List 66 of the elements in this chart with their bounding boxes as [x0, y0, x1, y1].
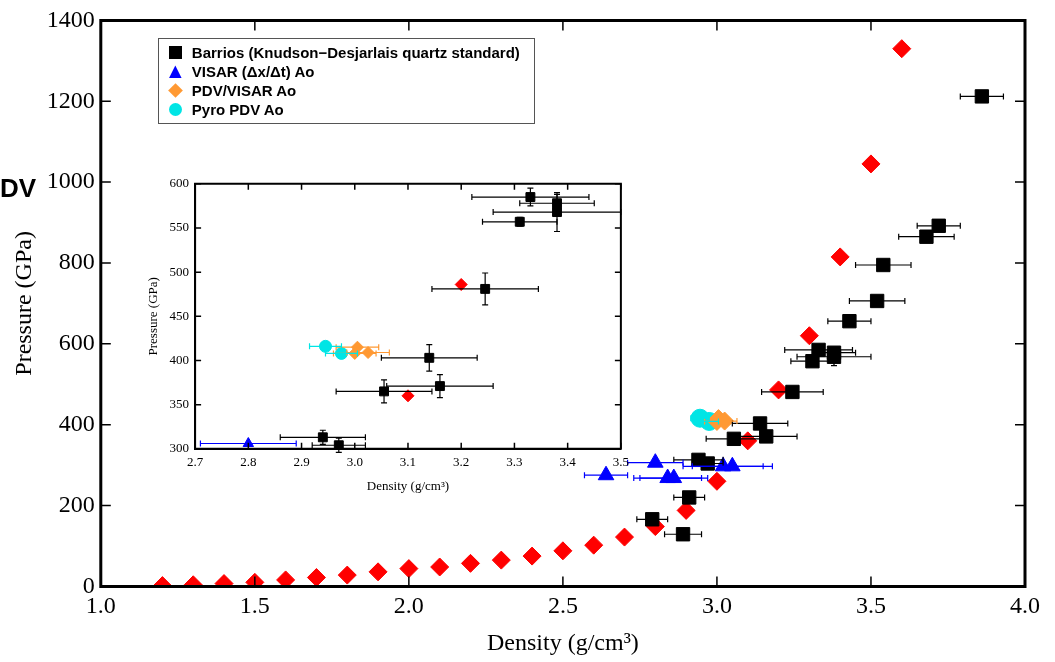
legend-label: Pyro PDV Ao — [191, 101, 284, 119]
x-axis-title: Density (g/cm³) — [366, 477, 450, 493]
point — [861, 154, 881, 174]
y-tick-label: 600 — [169, 175, 190, 191]
y-axis-title: Pressure (GPa) — [145, 277, 161, 356]
legend-label: VISAR (Δx/Δt) Ao — [191, 63, 315, 81]
point — [682, 490, 697, 505]
x-tick-label: 3.5 — [612, 454, 629, 470]
point — [615, 527, 635, 547]
x-tick-label: 2.7 — [186, 454, 204, 470]
x-tick-label: 3.3 — [506, 454, 523, 470]
y-tick-label: 350 — [169, 396, 190, 412]
point — [491, 550, 511, 570]
x-tick-label: 2.8 — [240, 454, 257, 470]
y-tick-label: 550 — [169, 219, 190, 235]
point — [368, 562, 388, 582]
point — [830, 247, 850, 267]
x-tick-label: 2.5 — [547, 592, 578, 619]
x-tick-label: 3.4 — [559, 454, 577, 470]
y-tick-label: 500 — [169, 263, 190, 279]
x-tick-label: 2.9 — [293, 454, 310, 470]
x-tick-label: 4.0 — [1010, 592, 1040, 619]
point — [401, 389, 415, 403]
point — [919, 229, 934, 244]
x-tick-label: 3.0 — [701, 592, 732, 619]
point — [842, 314, 857, 329]
point — [522, 546, 542, 566]
y-tick-label: 200 — [58, 490, 95, 517]
legend-label: PDV/VISAR Ao — [191, 82, 297, 100]
point — [430, 557, 450, 577]
point — [931, 218, 946, 233]
text: DV — [0, 173, 37, 204]
point — [752, 416, 768, 431]
point — [460, 553, 480, 573]
point — [584, 535, 604, 555]
y-tick-label: 1200 — [46, 86, 95, 113]
point — [799, 326, 819, 346]
x-tick-label: 3.5 — [855, 592, 886, 619]
point — [318, 339, 332, 353]
x-axis-title: Density (g/cm³) — [486, 628, 639, 655]
point — [306, 568, 326, 587]
x-tick-label: 3.0 — [346, 454, 363, 470]
y-tick-label: 450 — [169, 307, 190, 323]
y-tick-label: 300 — [169, 440, 190, 456]
point — [675, 527, 691, 542]
x-tick-label: 2.0 — [393, 592, 424, 619]
y-tick-label: 800 — [58, 248, 95, 275]
legend-label: Barrios (Knudson−Desjarlais quartz standard) — [191, 44, 520, 62]
point — [399, 559, 419, 579]
y-axis-title: Pressure (GPa) — [9, 231, 36, 376]
point — [553, 541, 573, 561]
point — [759, 429, 774, 444]
y-tick-label: 400 — [169, 351, 190, 367]
x-tick-label: 3.1 — [399, 454, 417, 470]
point — [892, 39, 912, 59]
point — [707, 471, 727, 491]
y-tick-label: 600 — [58, 329, 95, 356]
x-tick-label: 1.5 — [239, 592, 270, 619]
x-tick-label: 3.2 — [453, 454, 470, 470]
point — [974, 89, 990, 104]
y-tick-label: 400 — [58, 409, 95, 436]
point — [645, 512, 660, 527]
point — [276, 570, 296, 587]
point — [337, 565, 357, 585]
y-tick-label: 1000 — [46, 167, 95, 194]
y-tick-label: 1400 — [46, 5, 95, 32]
